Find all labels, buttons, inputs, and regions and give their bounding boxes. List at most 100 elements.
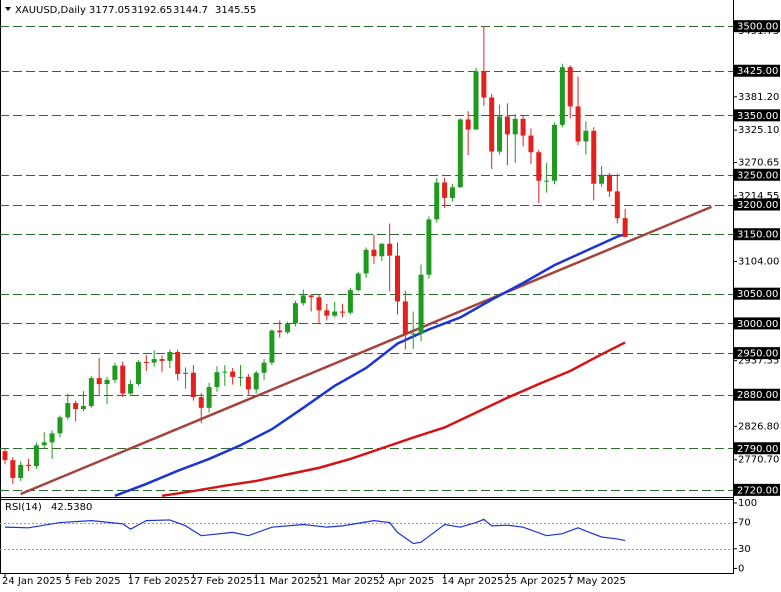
y-tick-label: 3270.65 [738,158,779,169]
candle-body [552,124,557,181]
candle-body [222,371,228,373]
candle-body [567,67,573,107]
x-tick-label: 2 Apr 2025 [379,576,434,587]
y-tick-label: 3104.00 [738,257,779,268]
ohlc-high: 3192.65 [131,5,172,16]
candle-body [324,310,330,316]
candle-body [175,351,181,374]
x-tick-label: 25 Apr 2025 [504,576,566,587]
candle-body [285,323,291,333]
candle-body [316,297,322,311]
level-label-box [734,347,780,360]
candle-body [465,119,471,130]
candle-body [261,362,267,373]
level-label: 2720.00 [737,485,778,496]
candle-body [277,330,283,333]
candle-body [292,303,298,324]
y-tick-label: 70 [738,518,751,529]
candle-body [49,433,55,443]
level-label-box [734,388,780,401]
candle-body [497,116,503,152]
candle-body [33,445,39,467]
header-arrow [5,7,11,11]
level-label-box [734,20,780,33]
candle-body [379,243,385,257]
candle-body [143,362,149,364]
candle-body [151,359,157,363]
candle-body [2,451,8,461]
candle-body [253,372,259,390]
level-label-box [734,109,780,122]
x-tick-label: 21 Mar 2025 [316,576,379,587]
level-label: 3150.00 [737,230,778,241]
candle-body [73,403,79,410]
candle-body [442,182,448,198]
candle-body [544,180,550,182]
candle-body [65,403,71,418]
candle-body [410,333,416,335]
candle-body [528,135,534,153]
level-label-box [734,483,780,496]
candle-body [128,384,134,394]
level-label-box [734,168,780,181]
level-label-box [734,317,780,330]
x-tick-label: 17 Feb 2025 [128,576,190,587]
y-tick-label: 3325.10 [738,125,779,136]
candle-body [308,295,314,298]
ohlc-open: 3177.05 [89,5,130,16]
trendline [20,205,712,496]
candle-body [473,71,479,130]
candle-body [269,330,275,363]
x-tick-label: 27 Feb 2025 [190,576,252,587]
ohlc-close: 3145.55 [215,5,256,16]
candle-body [340,311,346,313]
candle-body [159,359,165,361]
candle-body [614,191,620,219]
rsi-title: RSI(14) [5,502,42,513]
candle-body [26,464,32,467]
candle-body [371,249,377,257]
moving-average [161,341,626,498]
candle-body [300,295,306,304]
candle-body [559,67,565,125]
candle-body [481,71,487,98]
x-tick-label: 24 Jan 2025 [2,576,62,587]
candle-body [198,397,204,408]
candle-body [512,118,518,135]
candle-body [112,365,118,380]
candle-body [426,219,432,275]
candle-body [449,187,455,198]
candle-body [332,311,338,316]
symbol-title: XAUUSD,Daily [15,5,86,16]
candle-body [575,106,581,142]
candle-body [387,243,393,256]
y-tick-label: 100 [738,498,757,509]
candle-body [591,130,597,184]
candle-body [190,372,196,398]
candle-body [18,464,24,478]
level-label: 3500.00 [737,22,778,33]
candle-body [520,118,526,136]
moving-average [114,233,626,497]
rsi-panel: 100 70 30 0 [0,498,757,574]
candle-body [402,301,408,335]
y-tick-label: 0 [738,563,744,574]
candle-body [57,417,63,434]
candle-body [104,379,110,385]
candle-body [622,218,628,237]
candle-body [183,372,189,374]
candle-body [504,116,510,135]
candle-body [599,174,605,184]
candle-body [96,378,102,385]
candle-body [583,130,589,142]
x-tick-label: 5 Feb 2025 [65,576,121,587]
candle-body [355,273,361,291]
x-tick-label: 14 Apr 2025 [442,576,504,587]
level-label: 3250.00 [737,170,778,181]
y-tick-label: 30 [738,544,751,555]
rsi-value: 42.5380 [51,502,92,513]
candle-body [214,372,220,388]
